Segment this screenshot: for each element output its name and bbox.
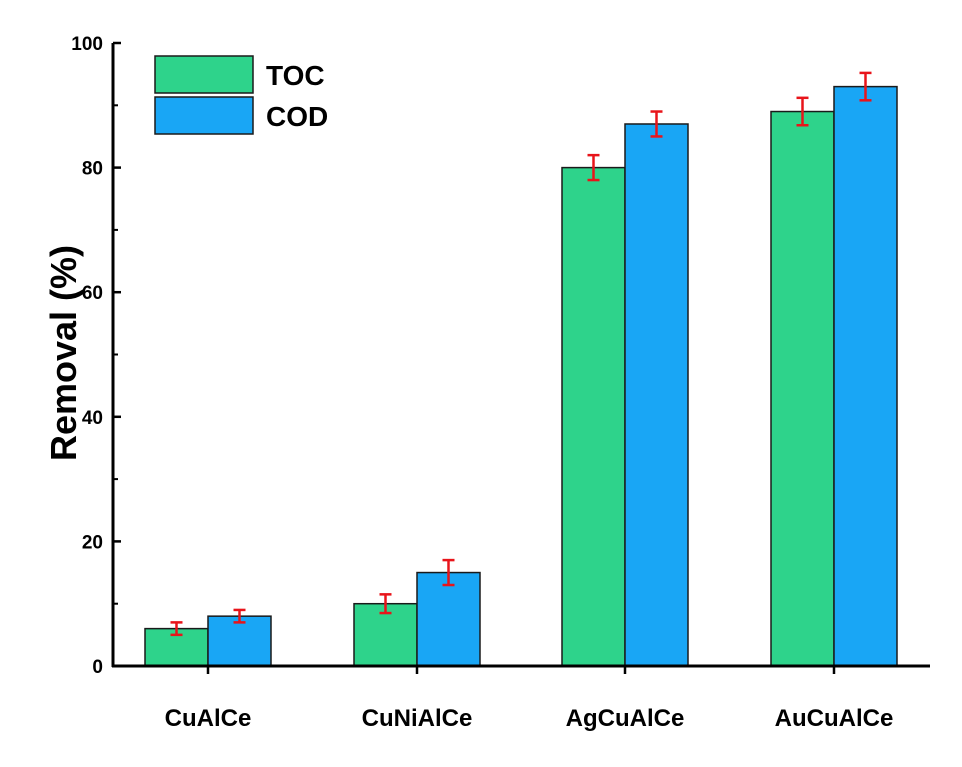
y-tick-label: 60 <box>82 283 103 304</box>
bar-cod-aucualce <box>833 85 898 667</box>
bar-cod-cunialce <box>416 571 481 667</box>
error-bar-toc-aucualce <box>796 96 809 127</box>
error-bar-cod-cualce <box>233 608 246 624</box>
y-tick-label: 20 <box>82 532 103 553</box>
error-bar-toc-cunialce <box>379 593 392 615</box>
x-tick-label: AgCuAlCe <box>566 705 685 732</box>
y-tick-label: 100 <box>71 34 103 55</box>
legend-swatch-cod <box>154 96 254 135</box>
legend-swatch-toc <box>154 55 254 94</box>
x-tick-label: CuAlCe <box>165 705 252 732</box>
error-bar-cod-aucualce <box>859 71 872 102</box>
error-bars-layer <box>170 71 872 637</box>
error-bar-toc-cualce <box>170 621 183 637</box>
error-bar-toc-agcualce <box>587 153 600 182</box>
legend: TOC COD <box>154 55 328 135</box>
bar-toc-agcualce <box>561 166 626 667</box>
legend-label-toc: TOC <box>266 60 325 91</box>
error-bar-cod-agcualce <box>650 110 663 138</box>
bar-cod-agcualce <box>624 123 689 667</box>
y-tick-label: 40 <box>82 408 103 429</box>
x-tick-label: CuNiAlCe <box>362 705 473 732</box>
bar-toc-aucualce <box>770 110 835 667</box>
y-axis-title: Removal (%) <box>43 245 84 461</box>
legend-label-cod: COD <box>266 101 328 132</box>
y-tick-label: 0 <box>92 657 103 678</box>
error-bar-cod-cunialce <box>442 558 455 587</box>
y-tick-label: 80 <box>82 159 103 180</box>
x-tick-label: AuCuAlCe <box>775 705 894 732</box>
axes-layer: 0 20 40 60 80 100 CuAlCe CuNiAlCe AgCuAlCe AuCuAl… <box>71 34 930 732</box>
bars-layer <box>144 85 898 667</box>
